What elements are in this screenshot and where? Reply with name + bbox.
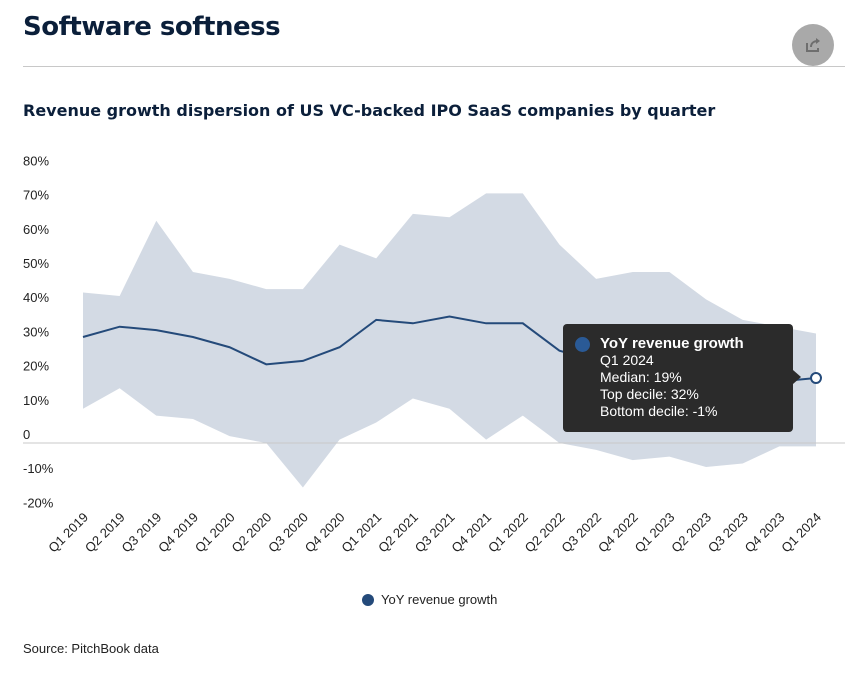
tooltip-top: Top decile: 32% (600, 386, 699, 402)
y-tick-label: 0 (23, 427, 30, 442)
tooltip-arrow (793, 370, 801, 384)
y-tick-label: 10% (23, 393, 49, 408)
legend-dot (362, 593, 374, 606)
y-tick-label: -10% (23, 461, 54, 476)
y-tick-label: 20% (23, 359, 49, 374)
tooltip-median: Median: 19% (600, 369, 682, 385)
header-divider (23, 66, 845, 67)
y-tick-label: 30% (23, 324, 49, 339)
share-icon (806, 38, 820, 52)
y-tick-label: 70% (23, 188, 49, 203)
legend-item[interactable]: YoY revenue growth (362, 592, 497, 607)
share-button[interactable] (792, 24, 834, 66)
tooltip-series-dot (575, 337, 590, 352)
tooltip-series: YoY revenue growth (600, 335, 744, 352)
y-tick-label: 40% (23, 290, 49, 305)
highlighted-point (810, 372, 822, 385)
tooltip: YoY revenue growth Q1 2024 Median: 19% T… (563, 324, 801, 432)
chart-title: Revenue growth dispersion of US VC-backe… (23, 101, 716, 120)
y-tick-label: 80% (23, 153, 49, 168)
legend-label: YoY revenue growth (381, 592, 498, 607)
page-title: Software softness (23, 12, 281, 42)
tooltip-bottom: Bottom decile: -1% (600, 403, 718, 419)
y-tick-label: 50% (23, 256, 49, 271)
x-tick-label: Q1 2024 (778, 510, 824, 556)
y-tick-label: -20% (23, 495, 54, 510)
source-note: Source: PitchBook data (23, 641, 159, 656)
y-tick-label: 60% (23, 222, 49, 237)
tooltip-category: Q1 2024 (600, 352, 654, 368)
